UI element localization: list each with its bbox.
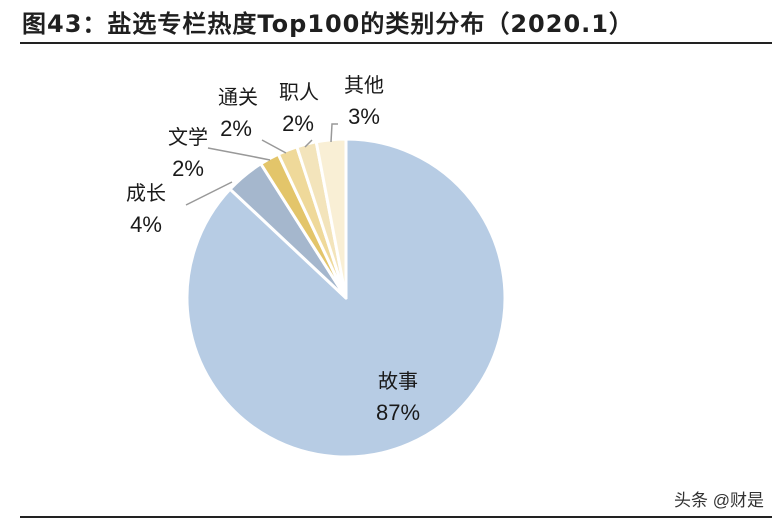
slice-6-value-label: 3% [348, 104, 380, 129]
slice-2-value-label: 4% [130, 212, 162, 237]
slice-6-category-label: 其他 [344, 73, 384, 97]
slice-labels: 故事 87% 成长 4% 文学 2% 通关 2% 职人 2% 其他 3% [126, 73, 420, 425]
pie-slices [185, 137, 507, 459]
slice-3-category-label: 文学 [168, 125, 208, 149]
bottom-divider [20, 516, 772, 518]
slice-3-leader-line [207, 147, 271, 161]
slice-4-category-label: 通关 [218, 85, 258, 109]
figure-title: 图43：盐选专栏热度Top100的类别分布（2020.1） [22, 10, 634, 38]
slice-6-leader-line [330, 123, 338, 143]
slice-4-leader-line [261, 139, 287, 154]
leader-lines [185, 123, 338, 206]
slice-3-value-label: 2% [172, 156, 204, 181]
slice-2-leader-line [185, 181, 233, 206]
slice-5-value-label: 2% [282, 111, 314, 136]
watermark-text: 头条 @财是 [674, 491, 764, 510]
slice-1-category-label: 故事 [378, 369, 418, 393]
slice-1-value-label: 87% [376, 400, 420, 425]
slice-5-leader-line [304, 139, 313, 148]
slice-2-category-label: 成长 [126, 181, 166, 205]
slice-5-category-label: 职人 [279, 80, 319, 104]
slice-4-value-label: 2% [220, 116, 252, 141]
title-divider [20, 42, 772, 44]
